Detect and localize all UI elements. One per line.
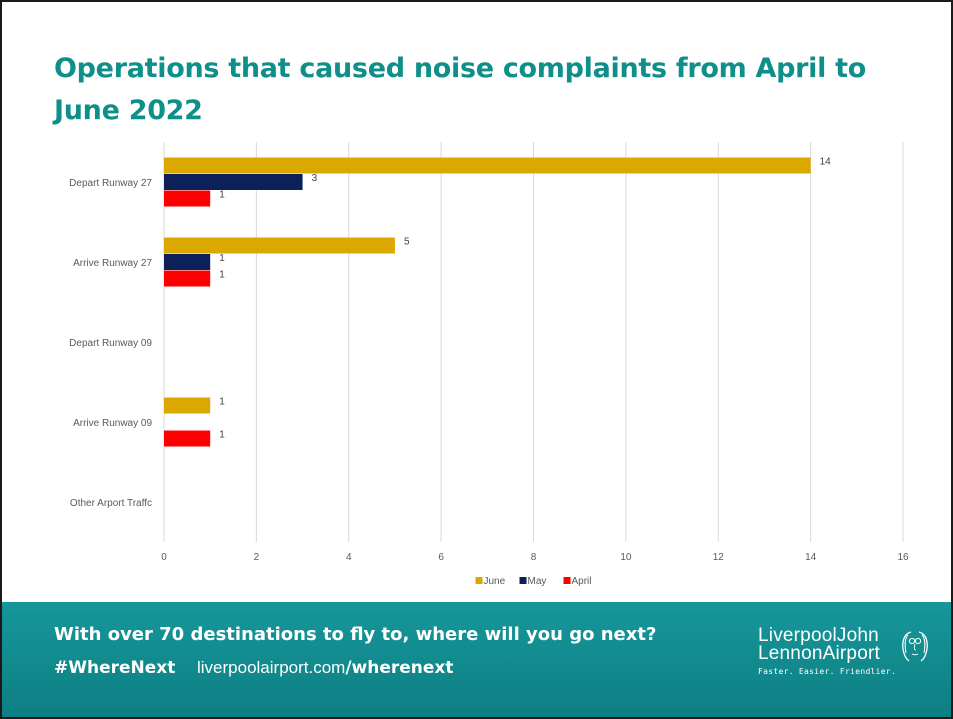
data-label: 3 (312, 173, 318, 184)
legend-swatch (519, 577, 527, 584)
bar-june (164, 397, 211, 414)
x-tick-label: 0 (161, 552, 167, 563)
logo-line2: LennonAirport (758, 643, 880, 664)
bar-april (164, 270, 211, 287)
x-tick-label: 6 (438, 552, 444, 563)
x-tick-label: 12 (713, 552, 725, 563)
logo-tagline: Faster. Easier. Friendlier. (758, 667, 897, 676)
legend-label: May (528, 576, 547, 587)
footer-banner: With over 70 destinations to fly to, whe… (2, 602, 951, 717)
data-label: 5 (404, 237, 410, 248)
category-label: Arrive Runway 09 (73, 418, 152, 429)
data-label: 1 (219, 430, 225, 441)
bar-june (164, 157, 811, 174)
x-tick-label: 16 (897, 552, 909, 563)
bar-april (164, 430, 211, 447)
bar-june (164, 237, 395, 254)
x-tick-label: 10 (620, 552, 632, 563)
url-base: liverpoolairport.com (197, 658, 346, 677)
category-label: Depart Runway 27 (69, 178, 152, 189)
bar-chart: 0 2 4 6 8 10 12 14 16 Depart Runway 27 14 3 1 Arrive … (69, 142, 909, 587)
x-tick-label: 4 (346, 552, 352, 563)
data-label: 14 (820, 157, 832, 168)
category-label: Other Arport Traffc (70, 498, 152, 509)
data-label: 1 (219, 397, 225, 408)
data-label: 1 (219, 270, 225, 281)
legend-swatch (475, 577, 483, 584)
airport-logo: LiverpoolJohn LennonAirport Faster. Easi… (758, 625, 928, 687)
website-link[interactable]: liverpoolairport.com/wherenext (197, 658, 454, 678)
chart-title: Operations that caused noise complaints … (54, 53, 867, 126)
x-tick-label: 8 (531, 552, 537, 563)
john-lennon-logo-icon (902, 631, 928, 662)
category-label: Depart Runway 09 (69, 338, 152, 349)
bar-may (164, 254, 211, 270)
legend-label: June (484, 576, 506, 587)
bar-april (164, 190, 211, 207)
category-label: Arrive Runway 27 (73, 258, 152, 269)
url-path: /wherenext (345, 658, 454, 678)
hashtag: #WhereNext (54, 658, 176, 678)
x-tick-label: 2 (254, 552, 260, 563)
logo-line1: LiverpoolJohn (758, 625, 879, 646)
bar-may (164, 174, 303, 190)
legend-swatch (563, 577, 571, 584)
x-tick-label: 14 (805, 552, 817, 563)
data-label: 1 (219, 253, 225, 264)
data-label: 1 (219, 190, 225, 201)
footer-tagline: With over 70 destinations to fly to, whe… (54, 624, 657, 645)
legend-label: April (572, 576, 592, 587)
